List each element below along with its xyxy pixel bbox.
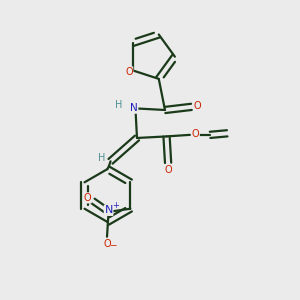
Text: +: + bbox=[112, 200, 119, 209]
Text: O: O bbox=[164, 165, 172, 175]
Text: −: − bbox=[109, 240, 116, 249]
Text: H: H bbox=[98, 153, 105, 163]
Text: N: N bbox=[104, 205, 113, 215]
Text: O: O bbox=[84, 193, 91, 203]
Text: O: O bbox=[194, 101, 202, 111]
Text: O: O bbox=[192, 129, 199, 139]
Text: N: N bbox=[130, 103, 138, 113]
Text: H: H bbox=[115, 100, 122, 110]
Text: O: O bbox=[125, 67, 133, 77]
Text: O: O bbox=[103, 238, 111, 249]
